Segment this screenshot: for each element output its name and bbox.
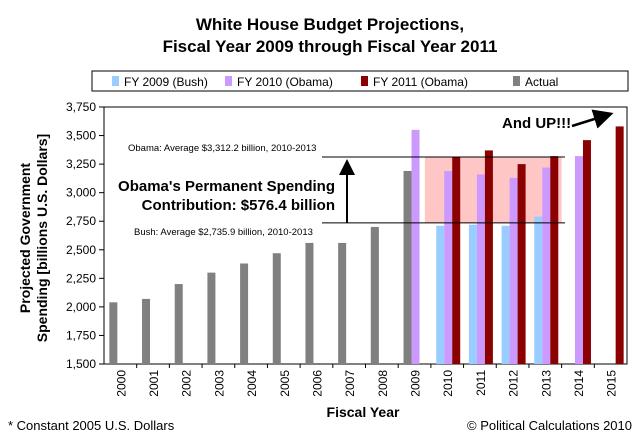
x-tick-label: 2000 bbox=[114, 370, 128, 397]
bar bbox=[542, 167, 551, 364]
bar bbox=[207, 272, 216, 364]
y-tick-label: 3,000 bbox=[66, 186, 96, 200]
y-tick-label: 2,000 bbox=[66, 300, 96, 314]
legend-swatch bbox=[361, 76, 368, 86]
legend-swatch bbox=[225, 76, 232, 86]
bar bbox=[484, 150, 493, 364]
bar bbox=[534, 216, 543, 364]
bar bbox=[501, 225, 510, 364]
bar bbox=[574, 156, 583, 364]
x-tick-label: 2006 bbox=[310, 370, 324, 397]
x-tick-label: 2012 bbox=[507, 370, 521, 397]
y-axis-title-line-2: Spending [billions U.S. Dollars] bbox=[34, 134, 50, 342]
bar bbox=[403, 170, 412, 364]
x-tick-label: 2009 bbox=[409, 370, 423, 397]
x-tick-label: 2007 bbox=[343, 370, 357, 397]
x-tick-label: 2003 bbox=[212, 370, 226, 397]
x-tick-label: 2004 bbox=[245, 370, 259, 397]
bar bbox=[444, 170, 453, 364]
x-tick-label: 2008 bbox=[376, 370, 390, 397]
bar bbox=[370, 226, 379, 364]
y-tick-label: 1,500 bbox=[66, 357, 96, 371]
chart-title-line-1: White House Budget Projections, bbox=[196, 15, 464, 34]
y-tick-label: 2,500 bbox=[66, 243, 96, 257]
bar bbox=[305, 242, 314, 364]
legend-entry-label: FY 2009 (Bush) bbox=[124, 75, 208, 89]
y-tick-label: 3,250 bbox=[66, 157, 96, 171]
bar bbox=[240, 263, 249, 364]
chart-title-line-2: Fiscal Year 2009 through Fiscal Year 201… bbox=[163, 37, 498, 56]
legend-entry-label: FY 2011 (Obama) bbox=[373, 75, 468, 89]
legend: FY 2009 (Bush) FY 2010 (Obama) FY 2011 (Ob… bbox=[91, 70, 629, 92]
bar bbox=[436, 225, 445, 364]
x-axis-title: Fiscal Year bbox=[327, 404, 400, 420]
bar bbox=[272, 253, 281, 364]
y-axis-title-line-1: Projected Government bbox=[17, 163, 33, 313]
x-tick-label: 2010 bbox=[441, 370, 455, 397]
x-tick-label: 2011 bbox=[474, 370, 488, 396]
legend-swatch bbox=[513, 76, 520, 86]
and-up-arrow bbox=[571, 109, 614, 129]
bar bbox=[411, 129, 420, 364]
footer-note: * Constant 2005 U.S. Dollars bbox=[8, 418, 175, 433]
x-tick-label: 2014 bbox=[572, 370, 586, 397]
x-tick-label: 2005 bbox=[278, 370, 292, 397]
x-tick-label: 2001 bbox=[147, 370, 161, 397]
y-tick-label: 1,750 bbox=[66, 328, 96, 342]
bar bbox=[338, 242, 347, 364]
contribution-line-1: Obama's Permanent Spending bbox=[118, 178, 335, 195]
legend-swatch bbox=[112, 76, 119, 86]
bar bbox=[174, 284, 183, 364]
and-up-label: And UP!!! bbox=[502, 115, 571, 132]
bar bbox=[468, 224, 477, 364]
bar bbox=[109, 302, 118, 364]
bar bbox=[452, 157, 461, 364]
bar bbox=[142, 298, 151, 364]
bar bbox=[517, 164, 526, 364]
contribution-line-2: Contribution: $576.4 billion bbox=[142, 197, 335, 214]
x-tick-label: 2013 bbox=[539, 370, 553, 397]
y-tick-label: 3,500 bbox=[66, 129, 96, 143]
plot-area: 1,500 1,750 2,000 2,250 2,500 2,750 3,000 3,250… bbox=[66, 100, 628, 397]
obama-average-label: Obama: Average $3,312.2 billion, 2010-20… bbox=[128, 143, 316, 154]
bar bbox=[476, 174, 485, 364]
bar bbox=[615, 126, 624, 364]
bush-average-label: Bush: Average $2,735.9 billion, 2010-201… bbox=[134, 227, 313, 238]
x-tick-label: 2015 bbox=[605, 370, 619, 397]
bar bbox=[550, 156, 559, 364]
bar bbox=[582, 140, 591, 364]
legend-entry-label: Actual bbox=[525, 75, 558, 89]
x-tick-label: 2002 bbox=[180, 370, 194, 397]
y-tick-label: 2,750 bbox=[66, 214, 96, 228]
legend-entry-label: FY 2010 (Obama) bbox=[237, 75, 333, 89]
y-tick-label: 3,750 bbox=[66, 100, 96, 114]
bar bbox=[509, 177, 518, 364]
footer-copyright: © Political Calculations 2010 bbox=[467, 418, 632, 433]
y-tick-label: 2,250 bbox=[66, 271, 96, 285]
